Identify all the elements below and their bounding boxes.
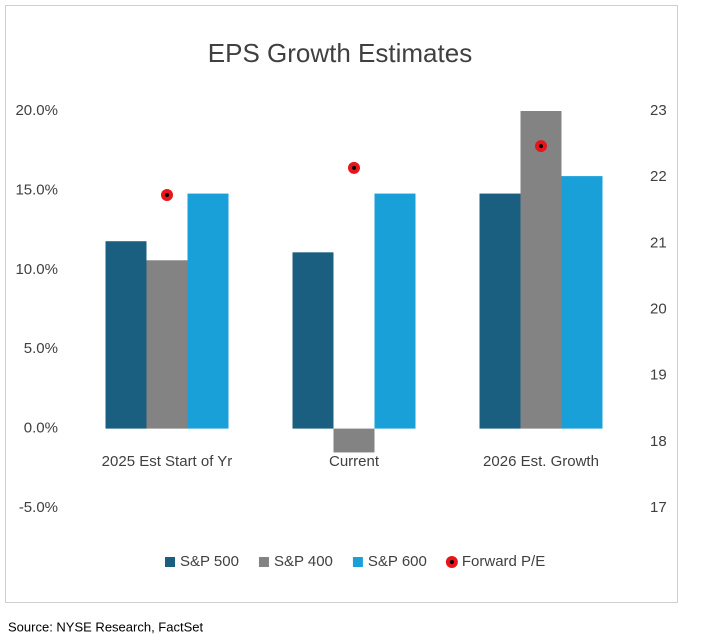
legend-label: S&P 600 <box>368 553 427 570</box>
pe-marker <box>535 140 547 153</box>
x-tick-label: Current <box>329 453 380 470</box>
bar <box>105 241 147 429</box>
legend-label: S&P 500 <box>180 553 239 570</box>
chart-title: EPS Growth Estimates <box>208 38 472 68</box>
legend-swatch <box>352 557 363 567</box>
legend-label: S&P 400 <box>274 553 333 570</box>
pe-marker <box>348 161 360 174</box>
legend-label: Forward P/E <box>462 553 545 570</box>
y-tick-label: 15.0% <box>15 181 58 198</box>
marker-center <box>352 165 356 170</box>
legend-swatch <box>258 557 269 567</box>
y-tick-label: 10.0% <box>15 261 58 278</box>
legend-swatch-center <box>449 560 454 564</box>
y2-tick-label: 22 <box>650 168 667 185</box>
y-tick-label: -5.0% <box>19 499 58 516</box>
y2-tick-label: 17 <box>650 499 667 516</box>
x-tick-label: 2026 Est. Growth <box>483 453 599 470</box>
bar <box>333 428 375 453</box>
marker-center <box>165 193 169 198</box>
bar <box>146 260 188 429</box>
y-tick-label: 5.0% <box>24 340 58 357</box>
y2-tick-label: 19 <box>650 367 667 384</box>
marker-center <box>539 144 543 149</box>
y2-tick-label: 18 <box>650 433 667 450</box>
pe-marker <box>161 189 173 202</box>
y-tick-label: 0.0% <box>24 420 58 437</box>
bar <box>187 193 229 429</box>
y2-tick-label: 20 <box>650 300 667 317</box>
y2-tick-label: 21 <box>650 234 667 251</box>
y2-tick-label: 23 <box>650 102 667 119</box>
x-tick-label: 2025 Est Start of Yr <box>102 453 233 470</box>
bar <box>292 252 334 429</box>
bar <box>561 176 603 429</box>
legend-swatch <box>165 557 175 567</box>
y-tick-label: 20.0% <box>15 102 58 119</box>
source-note: Source: NYSE Research, FactSet <box>8 619 203 634</box>
bar <box>479 193 521 429</box>
bar <box>374 193 416 429</box>
bar <box>520 111 562 429</box>
